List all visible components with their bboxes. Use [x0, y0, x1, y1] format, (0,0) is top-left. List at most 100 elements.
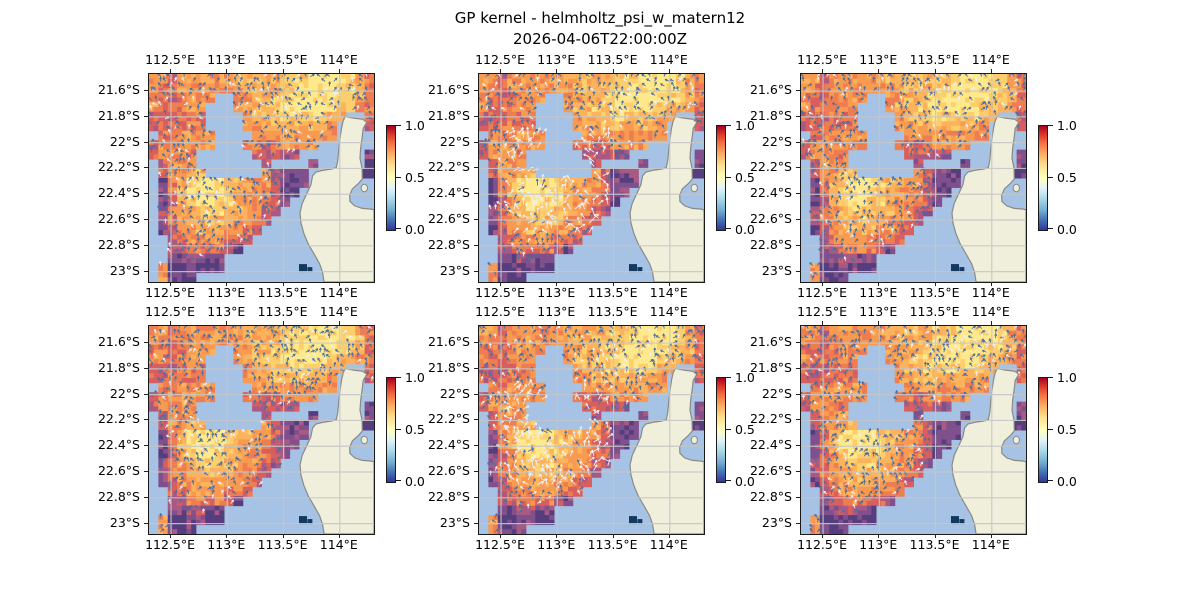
y-tick-mark [474, 471, 478, 473]
x-tick-mark-top [612, 69, 614, 73]
y-tick-label: 22.4°S [97, 437, 140, 453]
y-tick-label: 23°S [439, 514, 470, 530]
landmass-shape [299, 115, 374, 282]
x-tick-label-top: 112.5°E [797, 52, 848, 67]
x-tick-mark-bottom [282, 534, 284, 538]
map-overlay [479, 74, 704, 282]
x-tick-label-top: 114°E [649, 304, 688, 319]
x-tick-mark-bottom [170, 534, 172, 538]
x-tick-label-top: 113.5°E [909, 52, 960, 67]
map-axes-panel-r0c0 [148, 73, 375, 283]
colorbar-tick-label: 0.5 [1057, 170, 1077, 185]
island-shape [690, 435, 698, 445]
colorbar-tick-mark [726, 125, 731, 127]
colorbar-tick-label: 0.0 [1057, 474, 1077, 489]
x-tick-mark-bottom [668, 534, 670, 538]
y-tick-label: 22.4°S [749, 185, 792, 201]
y-tick-mark [796, 193, 800, 195]
x-tick-mark-bottom [338, 282, 340, 286]
x-tick-label-bottom: 113.5°E [587, 537, 638, 552]
x-tick-label-bottom: 114°E [319, 537, 358, 552]
x-tick-mark-top [500, 69, 502, 73]
x-tick-label-bottom: 113°E [859, 537, 898, 552]
y-tick-label: 23°S [761, 262, 792, 278]
landmass-shape [629, 367, 704, 534]
y-tick-mark [144, 270, 148, 272]
y-tick-mark [796, 167, 800, 169]
x-tick-mark-bottom [822, 534, 824, 538]
y-tick-mark [144, 115, 148, 117]
colorbar-tick-label: 1.0 [735, 370, 755, 385]
y-tick-label: 22.2°S [749, 159, 792, 175]
island-shape [360, 183, 368, 193]
x-tick-label-bottom: 113.5°E [587, 285, 638, 300]
y-tick-mark [474, 167, 478, 169]
colorbar-tick-mark [396, 480, 401, 482]
colorbar [386, 125, 396, 231]
y-tick-mark [796, 141, 800, 143]
x-tick-mark-bottom [990, 534, 992, 538]
landmass-shape [951, 367, 1026, 534]
x-tick-label-bottom: 112.5°E [145, 285, 196, 300]
x-tick-mark-bottom [878, 534, 880, 538]
x-tick-mark-top [878, 321, 880, 325]
x-tick-mark-top [990, 69, 992, 73]
x-tick-mark-top [668, 69, 670, 73]
x-tick-mark-top [934, 69, 936, 73]
y-tick-label: 21.8°S [749, 107, 792, 123]
y-tick-mark [796, 496, 800, 498]
colorbar [1038, 377, 1048, 483]
colorbar-tick-mark [1048, 480, 1053, 482]
x-tick-mark-top [338, 321, 340, 325]
x-tick-label-bottom: 114°E [319, 285, 358, 300]
x-tick-label-bottom: 113°E [207, 285, 246, 300]
x-tick-mark-top [226, 321, 228, 325]
x-tick-label-bottom: 114°E [649, 285, 688, 300]
x-tick-mark-bottom [556, 534, 558, 538]
graticule-lines [801, 326, 1026, 534]
x-tick-mark-top [822, 321, 824, 325]
x-tick-mark-top [500, 321, 502, 325]
y-tick-label: 22.2°S [749, 411, 792, 427]
y-tick-label: 21.6°S [97, 334, 140, 350]
colorbar-tick-label: 0.5 [735, 170, 755, 185]
colorbar-tick-mark [396, 177, 401, 179]
island-shape [1012, 183, 1020, 193]
x-tick-mark-bottom [338, 534, 340, 538]
colorbar-tick-label: 0.0 [405, 222, 425, 237]
x-tick-label-top: 113.5°E [257, 304, 308, 319]
x-tick-label-top: 113°E [537, 52, 576, 67]
y-tick-mark [796, 522, 800, 524]
y-tick-mark [474, 342, 478, 344]
x-tick-label-top: 112.5°E [475, 52, 526, 67]
y-tick-label: 22.2°S [97, 411, 140, 427]
figure-title: GP kernel - helmholtz_psi_w_matern12 [454, 9, 746, 27]
graticule-lines [801, 74, 1026, 282]
x-tick-mark-top [226, 69, 228, 73]
x-tick-label-top: 113.5°E [909, 304, 960, 319]
y-tick-label: 23°S [109, 514, 140, 530]
y-tick-label: 21.6°S [427, 82, 470, 98]
map-axes-panel-r1c1 [478, 325, 705, 535]
colorbar [1038, 125, 1048, 231]
x-tick-mark-bottom [500, 282, 502, 286]
y-tick-mark [144, 393, 148, 395]
y-tick-mark [796, 445, 800, 447]
x-tick-label-bottom: 113°E [859, 285, 898, 300]
colorbar-tick-label: 0.0 [735, 474, 755, 489]
colorbar-tick-mark [1048, 429, 1053, 431]
colorbar-tick-label: 0.0 [405, 474, 425, 489]
x-tick-label-bottom: 113°E [537, 537, 576, 552]
x-tick-label-bottom: 113°E [537, 285, 576, 300]
x-tick-label-bottom: 113°E [207, 537, 246, 552]
colorbar-tick-mark [726, 228, 731, 230]
x-tick-label-top: 112.5°E [797, 304, 848, 319]
y-tick-label: 22.6°S [427, 211, 470, 227]
x-tick-mark-top [170, 321, 172, 325]
x-tick-label-bottom: 112.5°E [475, 537, 526, 552]
y-tick-label: 21.6°S [749, 334, 792, 350]
x-tick-mark-top [170, 69, 172, 73]
x-tick-label-bottom: 114°E [971, 285, 1010, 300]
y-tick-label: 22°S [761, 133, 792, 149]
y-tick-label: 22°S [761, 385, 792, 401]
